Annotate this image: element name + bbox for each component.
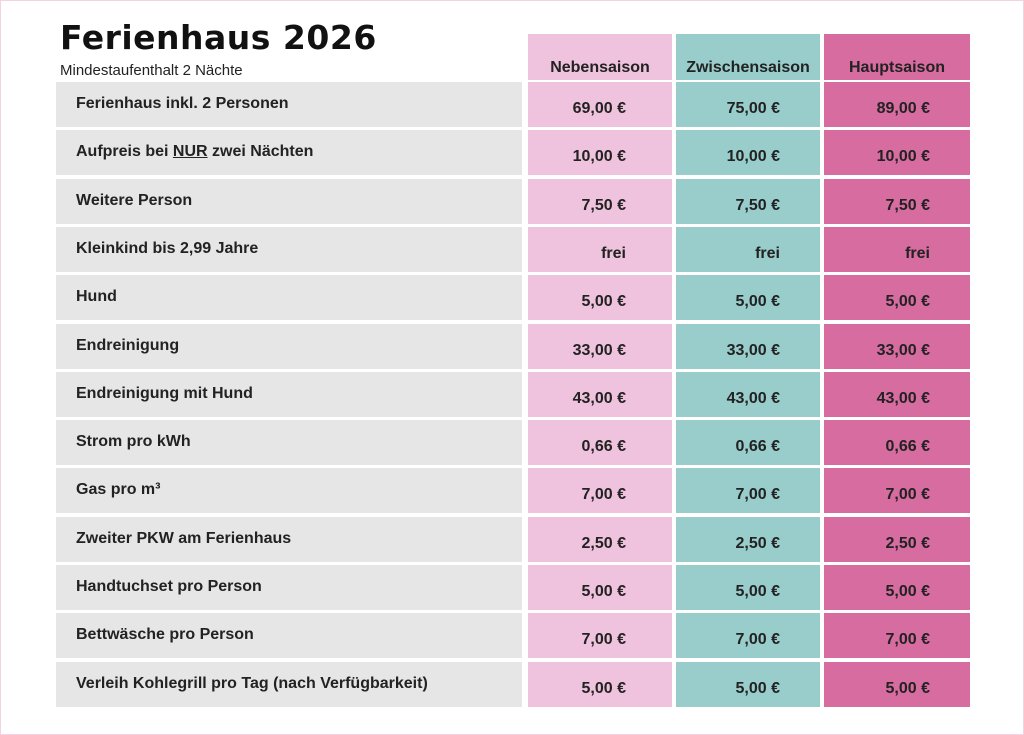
cell-nebensaison: 7,50 € [528,179,672,224]
row-label: Strom pro kWh [56,420,522,465]
row-label: Zweiter PKW am Ferienhaus [56,517,522,562]
cell-hauptsaison: 5,00 € [824,565,970,610]
row-label: Gas pro m³ [56,468,522,513]
cell-hauptsaison: 2,50 € [824,517,970,562]
cell-zwischensaison: 75,00 € [676,82,820,127]
cell-nebensaison: 69,00 € [528,82,672,127]
row-label: Aufpreis bei NUR zwei Nächten [56,130,522,175]
cell-nebensaison: 33,00 € [528,324,672,369]
cell-hauptsaison: 0,66 € [824,420,970,465]
cell-hauptsaison: 5,00 € [824,275,970,320]
row-label-part: zwei Nächten [207,143,314,160]
cell-zwischensaison: frei [676,227,820,272]
row-label: Endreinigung mit Hund [56,372,522,417]
cell-zwischensaison: 43,00 € [676,372,820,417]
cell-zwischensaison: 5,00 € [676,662,820,707]
cell-nebensaison: 7,00 € [528,613,672,658]
cell-hauptsaison: frei [824,227,970,272]
cell-hauptsaison: 7,00 € [824,613,970,658]
cell-hauptsaison: 7,50 € [824,179,970,224]
row-label: Hund [56,275,522,320]
cell-nebensaison: 7,00 € [528,468,672,513]
row-label: Endreinigung [56,324,522,369]
cell-zwischensaison: 33,00 € [676,324,820,369]
row-label-part: Aufpreis bei [76,143,173,160]
row-label: Ferienhaus inkl. 2 Personen [56,82,522,127]
cell-hauptsaison: 7,00 € [824,468,970,513]
cell-zwischensaison: 5,00 € [676,275,820,320]
cell-nebensaison: frei [528,227,672,272]
row-label-emphasis: NUR [172,143,208,160]
cell-zwischensaison: 7,50 € [676,179,820,224]
cell-zwischensaison: 2,50 € [676,517,820,562]
cell-nebensaison: 2,50 € [528,517,672,562]
cell-hauptsaison: 5,00 € [824,662,970,707]
column-header-nebensaison: Nebensaison [528,34,672,80]
cell-zwischensaison: 0,66 € [676,420,820,465]
cell-nebensaison: 10,00 € [528,130,672,175]
page-title: Ferienhaus 2026 [60,18,377,57]
column-header-hauptsaison: Hauptsaison [824,34,970,80]
cell-hauptsaison: 43,00 € [824,372,970,417]
cell-zwischensaison: 10,00 € [676,130,820,175]
cell-nebensaison: 0,66 € [528,420,672,465]
cell-nebensaison: 5,00 € [528,565,672,610]
cell-hauptsaison: 10,00 € [824,130,970,175]
cell-zwischensaison: 5,00 € [676,565,820,610]
cell-nebensaison: 5,00 € [528,662,672,707]
row-label: Weitere Person [56,179,522,224]
row-label: Handtuchset pro Person [56,565,522,610]
row-label: Verleih Kohlegrill pro Tag (nach Verfügb… [56,662,522,707]
cell-hauptsaison: 33,00 € [824,324,970,369]
row-label: Bettwäsche pro Person [56,613,522,658]
row-label: Kleinkind bis 2,99 Jahre [56,227,522,272]
cell-hauptsaison: 89,00 € [824,82,970,127]
cell-nebensaison: 5,00 € [528,275,672,320]
page-subtitle: Mindestaufenthalt 2 Nächte [60,62,243,79]
cell-nebensaison: 43,00 € [528,372,672,417]
column-header-zwischensaison: Zwischensaison [676,34,820,80]
cell-zwischensaison: 7,00 € [676,468,820,513]
cell-zwischensaison: 7,00 € [676,613,820,658]
